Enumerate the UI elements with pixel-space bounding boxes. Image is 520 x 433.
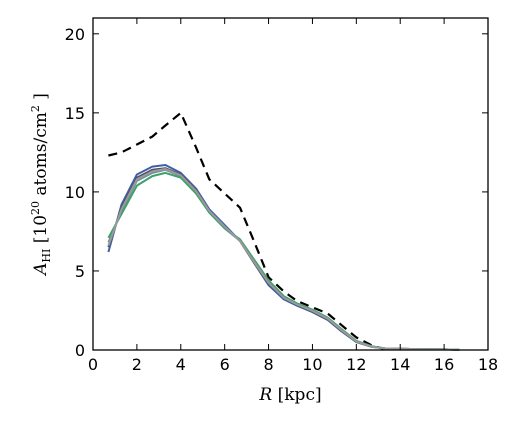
- x-tick-label: 14: [390, 355, 410, 374]
- x-tick-label: 16: [434, 355, 454, 374]
- x-tick-label: 12: [346, 355, 366, 374]
- x-tick-label: 0: [88, 355, 98, 374]
- series-line-2: [107, 164, 460, 351]
- y-tick-label: 20: [65, 25, 85, 44]
- y-tick-label: 0: [75, 341, 85, 360]
- x-tick-label: 6: [220, 355, 230, 374]
- series-line-3: [107, 167, 460, 351]
- series-line-4: [107, 168, 460, 351]
- x-tick-label: 2: [132, 355, 142, 374]
- y-axis-label: AHI [1020 atoms/cm2 ]: [29, 93, 53, 277]
- ticks-layer: 0 2 4 6 8 10 12 14 16 18 0 5 10 15 20: [65, 18, 498, 374]
- series-layer: [107, 111, 460, 351]
- plot-frame: [92, 17, 489, 351]
- x-axis-label: R [kpc]: [258, 385, 321, 405]
- x-tick-label: 10: [302, 355, 322, 374]
- series-line-5: [107, 171, 460, 351]
- series-line-1: [108, 111, 386, 351]
- x-tick-label: 4: [176, 355, 186, 374]
- series-line-6: [107, 168, 460, 351]
- y-tick-label: 15: [65, 104, 85, 123]
- x-tick-label: 18: [478, 355, 498, 374]
- y-tick-label: 5: [75, 262, 85, 281]
- x-tick-label: 8: [263, 355, 273, 374]
- y-tick-label: 10: [65, 183, 85, 202]
